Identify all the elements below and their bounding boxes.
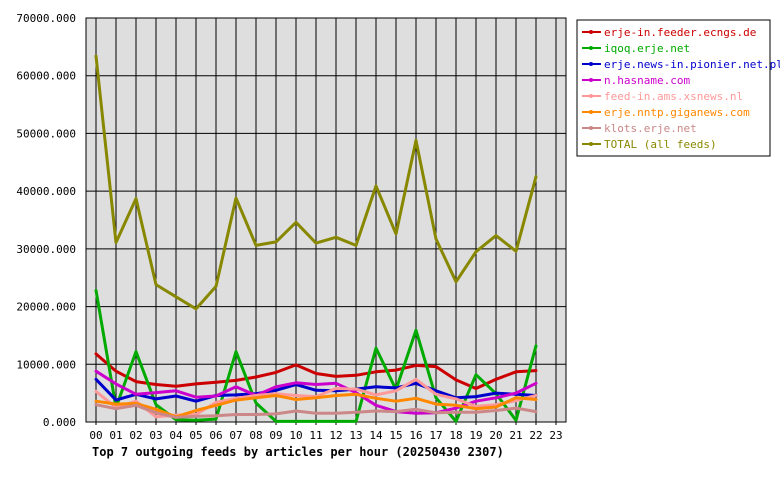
y-tick-label: 0.000 [43,416,76,429]
legend-box [576,19,771,157]
x-axis: 00 01 02 03 04 05 06 07 08 09 10 11 12 13 14 15 16 17 18 19… [89,429,562,442]
series-line [94,54,538,311]
x-tick-label: 01 [109,429,122,442]
series-group [94,54,538,423]
legend-marker [589,110,593,114]
x-tick-label: 19 [469,429,482,442]
y-tick-label: 10000.000 [16,358,76,371]
y-tick-label: 50000.000 [16,127,76,140]
x-tick-label: 17 [429,429,442,442]
x-tick-label: 05 [189,429,202,442]
series-line [94,403,538,419]
y-tick-label: 70000.000 [16,12,76,25]
x-tick-label: 04 [169,429,183,442]
y-tick-label: 30000.000 [16,243,76,256]
x-tick-label: 06 [209,429,222,442]
x-tick-label: 12 [329,429,342,442]
x-tick-label: 10 [289,429,302,442]
x-tick-label: 18 [449,429,462,442]
legend-label: TOTAL (all feeds) [604,138,717,151]
series-line [94,352,538,390]
legend-marker [589,78,593,82]
legend-label: n.hasname.com [604,74,690,87]
x-tick-label: 20 [489,429,502,442]
series-line [94,392,538,419]
legend-marker [589,46,593,50]
x-tick-label: 21 [509,429,522,442]
legend-marker [589,94,593,98]
x-tick-label: 07 [229,429,242,442]
x-tick-label: 11 [309,429,322,442]
legend-marker [589,62,593,66]
x-tick-label: 08 [249,429,262,442]
series-line [94,377,538,403]
plot-area [85,17,567,423]
x-tick-label: 22 [529,429,542,442]
x-tick-label: 16 [409,429,422,442]
legend: erje-in.feeder.ecngs.de iqoq.erje.net erje… [576,19,780,157]
legend-label: klots.erje.net [604,122,697,135]
legend-label: feed-in.ams.xsnews.nl [604,90,743,103]
x-tick-label: 13 [349,429,362,442]
x-tick-label: 15 [389,429,402,442]
x-tick-label: 02 [129,429,142,442]
y-tick-label: 20000.000 [16,301,76,314]
legend-marker [589,126,593,130]
y-axis: 0.000 10000.000 20000.000 30000.000 40000.00… [16,12,76,429]
legend-label: erje.news-in.pionier.net.pl [604,58,780,71]
legend-marker [589,30,593,34]
chart-title: Top 7 outgoing feeds by articles per hou… [92,445,504,459]
x-tick-label: 03 [149,429,162,442]
legend-label: erje.nntp.giganews.com [604,106,750,119]
x-tick-label: 09 [269,429,282,442]
grid-lines [86,17,566,425]
y-tick-label: 60000.000 [16,70,76,83]
x-tick-label: 14 [369,429,383,442]
legend-marker [589,142,593,146]
plot-background [85,17,567,423]
x-tick-label: 23 [549,429,562,442]
x-tick-label: 00 [89,429,102,442]
y-tick-label: 40000.000 [16,185,76,198]
legend-label: erje-in.feeder.ecngs.de [604,26,756,39]
legend-label: iqoq.erje.net [604,42,690,55]
